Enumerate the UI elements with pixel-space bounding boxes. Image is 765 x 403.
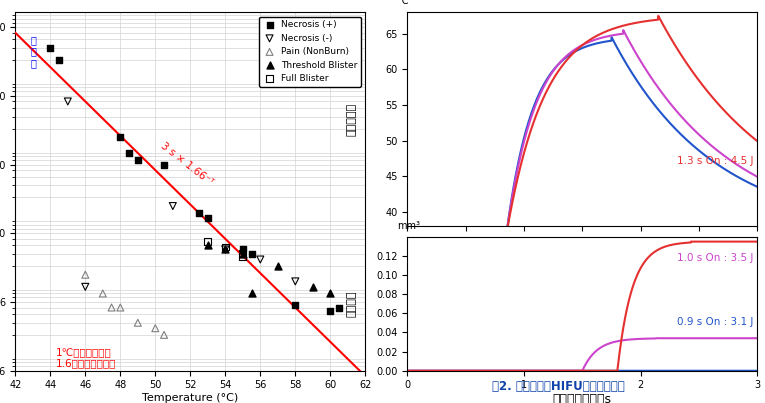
Threshold Blister [202,242,214,249]
Pain (NonBurn) [96,290,109,297]
Threshold Blister [272,263,284,269]
Necrosis (+) [193,210,205,216]
Necrosis (+) [324,307,337,314]
Necrosis (+) [123,150,135,156]
Necrosis (-) [80,284,92,290]
Necrosis (+) [202,215,214,221]
Threshold Blister [220,246,232,253]
Necrosis (+) [236,246,249,253]
Pain (NonBurn) [132,320,144,326]
Pain (NonBurn) [149,325,161,331]
Text: 0.9 s On : 3.1 J: 0.9 s On : 3.1 J [677,318,754,327]
Full Blister [220,244,232,250]
Threshold Blister [307,284,319,290]
Text: 対
数
軸: 対 数 軸 [31,35,37,68]
Text: 1.0 s On : 3.5 J: 1.0 s On : 3.5 J [677,253,754,263]
Threshold Blister [236,251,249,257]
X-axis label: 時　間　　　　s: 時 間 s [553,393,612,403]
Pain (NonBurn) [80,272,92,278]
X-axis label: Temperature (°C): Temperature (°C) [142,393,239,403]
Text: mm³: mm³ [397,222,420,231]
Threshold Blister [324,290,337,297]
Necrosis (+) [114,134,126,141]
Necrosis (+) [158,162,170,168]
Text: 1℃上がるごとに: 1℃上がるごとに [56,347,111,357]
Necrosis (+) [132,157,144,163]
Necrosis (+) [289,301,301,308]
Necrosis (-) [167,203,179,209]
Full Blister [202,239,214,245]
Necrosis (+) [44,45,57,51]
Legend: Necrosis (+), Necrosis (-), Pain (NonBurn), Threshold Blister, Full Blister: Necrosis (+), Necrosis (-), Pain (NonBur… [259,17,361,87]
Text: 3 s × 1.66⁻ᵀ: 3 s × 1.66⁻ᵀ [159,141,215,187]
Pain (NonBurn) [158,332,170,338]
Text: 焦点の温度: 焦点の温度 [347,103,356,136]
Necrosis (-) [236,251,249,257]
Necrosis (+) [246,251,258,257]
Necrosis (-) [254,256,266,263]
Text: 1.6倍速く壊死する: 1.6倍速く壊死する [56,358,116,368]
Necrosis (+) [333,304,345,311]
Pain (NonBurn) [114,304,126,311]
Necrosis (-) [62,98,74,105]
Necrosis (+) [53,57,65,63]
Text: °C: °C [397,0,409,6]
Text: 壊死体積: 壊死体積 [347,291,356,317]
Pain (NonBurn) [106,304,118,311]
Threshold Blister [246,290,258,297]
Necrosis (-) [220,246,232,253]
Text: 1.3 s On : 4.5 J: 1.3 s On : 4.5 J [677,156,754,166]
Text: 図2. 皮膚組織のHIFUによる熱夠固: 図2. 皮膚組織のHIFUによる熱夠固 [492,380,625,393]
Necrosis (-) [289,278,301,285]
Full Blister [236,253,249,260]
